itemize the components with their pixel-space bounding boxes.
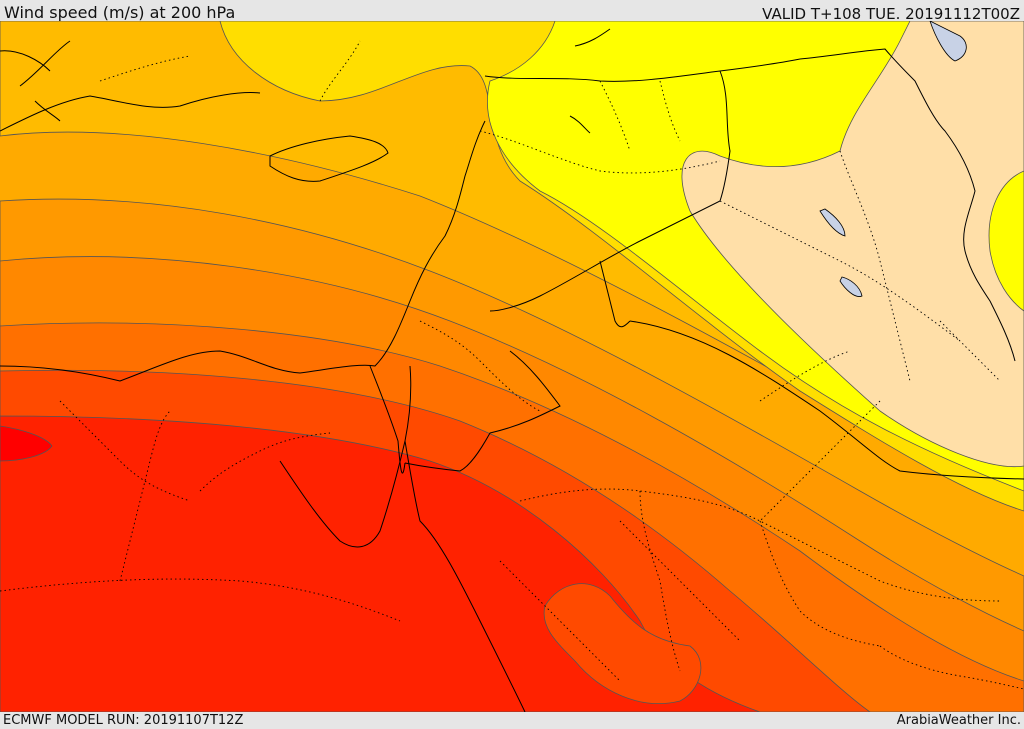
map-title: Wind speed (m/s) at 200 hPa (4, 3, 236, 22)
lake-van (929, 21, 967, 62)
header-bar: Wind speed (m/s) at 200 hPa VALID T+108 … (0, 0, 1024, 23)
coastlines (0, 28, 611, 712)
wind-speed-map (0, 21, 1024, 712)
valid-time: VALID T+108 TUE. 20191112T00Z (762, 5, 1020, 23)
footer-bar: ECMWF MODEL RUN: 20191107T12Z ArabiaWeat… (0, 712, 1024, 729)
lake-tharthar (819, 208, 846, 237)
lake-razzaza (839, 276, 863, 297)
band-medium-island (543, 583, 702, 704)
model-run-label: ECMWF MODEL RUN: 20191107T12Z (3, 713, 244, 728)
band-peak (0, 425, 53, 462)
admin-boundaries (0, 40, 1024, 690)
band-very-light-east (988, 170, 1024, 312)
band-weakest (681, 21, 1024, 468)
credit-label: ArabiaWeather Inc. (896, 713, 1021, 728)
country-borders (369, 48, 1024, 480)
